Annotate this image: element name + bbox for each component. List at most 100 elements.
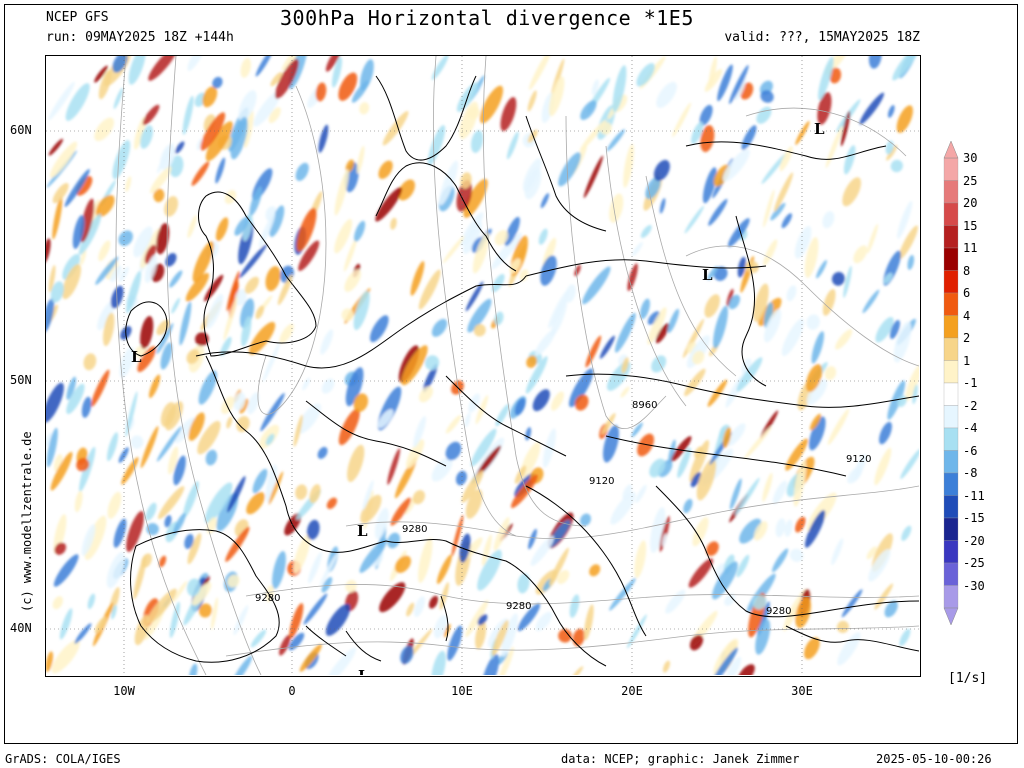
divergence-cell (583, 155, 604, 199)
divergence-cell (659, 198, 666, 214)
divergence-cell (78, 213, 102, 255)
divergence-cell (636, 63, 655, 87)
colorbar-swatch (943, 472, 959, 496)
divergence-cell (885, 140, 894, 155)
divergence-cell (317, 446, 328, 459)
divergence-cell (726, 288, 734, 307)
divergence-cell (460, 172, 472, 189)
divergence-cell (53, 554, 79, 587)
divergence-cell (706, 541, 719, 556)
divergence-cell (890, 159, 903, 173)
divergence-cell (156, 323, 174, 355)
divergence-cell (859, 92, 885, 125)
divergence-cell (548, 289, 569, 329)
divergence-cell (655, 323, 670, 344)
divergence-cell (192, 241, 214, 283)
divergence-cell (66, 383, 85, 415)
divergence-cell (836, 620, 849, 634)
divergence-cell (841, 589, 863, 618)
divergence-cell (297, 403, 322, 434)
divergence-cell (191, 582, 212, 606)
divergence-cell (281, 56, 307, 71)
divergence-cell (899, 628, 911, 647)
divergence-cell (167, 446, 179, 475)
divergence-cell (410, 261, 425, 296)
divergence-cell (362, 480, 374, 511)
divergence-cell (418, 386, 434, 403)
divergence-cell (260, 392, 285, 432)
divergence-cell (491, 232, 522, 270)
divergence-cell (121, 457, 139, 485)
divergence-cell (325, 56, 343, 72)
divergence-cell (148, 374, 161, 399)
divergence-cell (620, 386, 630, 398)
divergence-cell (354, 220, 366, 242)
colorbar-tick-label: -6 (963, 443, 978, 458)
divergence-cell (522, 158, 542, 192)
divergence-cell (504, 216, 520, 246)
divergence-cell (535, 611, 552, 632)
divergence-cell (293, 414, 303, 447)
divergence-cell (169, 270, 183, 288)
divergence-cell (46, 238, 51, 264)
divergence-cell (728, 64, 749, 105)
divergence-cell (579, 513, 592, 527)
divergence-cell (892, 56, 919, 81)
colorbar-swatch (943, 450, 959, 474)
divergence-cell (574, 394, 589, 411)
divergence-cell (160, 342, 173, 370)
divergence-cell (431, 650, 446, 675)
divergence-cell (113, 518, 127, 548)
divergence-cell (886, 144, 898, 161)
divergence-cell (343, 237, 357, 272)
divergence-field (46, 56, 919, 675)
divergence-cell (712, 561, 738, 600)
divergence-cell (253, 90, 281, 127)
divergence-cell (647, 307, 667, 345)
divergence-cell (434, 614, 448, 639)
divergence-cell (900, 448, 919, 479)
divergence-cell (527, 90, 537, 112)
figure-frame (4, 4, 1018, 744)
divergence-cell (517, 573, 530, 594)
divergence-cell (770, 202, 786, 221)
divergence-cell (106, 551, 126, 589)
divergence-cell (760, 410, 779, 439)
colorbar-swatch (943, 247, 959, 271)
divergence-cell (843, 145, 856, 175)
divergence-cell (81, 524, 96, 556)
colorbar-tick-label: -8 (963, 466, 978, 480)
divergence-cell (353, 290, 370, 331)
divergence-cell (662, 660, 671, 673)
divergence-cell (140, 315, 154, 349)
divergence-cell (202, 86, 218, 108)
divergence-cell (612, 65, 627, 113)
divergence-cell (344, 269, 361, 292)
colorbar-swatch (943, 495, 959, 519)
divergence-cell (390, 217, 397, 230)
divergence-cell (755, 619, 771, 655)
colorbar-tick-label: -30 (963, 578, 985, 593)
divergence-cell (825, 125, 843, 169)
divergence-cell (509, 258, 521, 274)
divergence-cell (772, 480, 787, 505)
colorbar-tick-label: 25 (963, 173, 978, 188)
divergence-cell (351, 80, 369, 103)
divergence-cell (752, 595, 767, 610)
divergence-cell (48, 138, 64, 156)
divergence-cell (831, 271, 845, 286)
divergence-cell (713, 266, 728, 281)
divergence-cell (345, 579, 357, 593)
divergence-cell (763, 239, 778, 266)
geopotential-contours (115, 56, 919, 675)
divergence-cell (49, 141, 78, 178)
divergence-cell (725, 656, 742, 675)
divergence-cell (783, 594, 803, 632)
divergence-cell (477, 549, 502, 591)
divergence-cell (231, 655, 253, 675)
divergence-cell (59, 608, 73, 640)
divergence-cell (46, 651, 54, 672)
divergence-cell (387, 532, 401, 549)
divergence-cell (862, 289, 880, 314)
divergence-cell (447, 625, 463, 661)
